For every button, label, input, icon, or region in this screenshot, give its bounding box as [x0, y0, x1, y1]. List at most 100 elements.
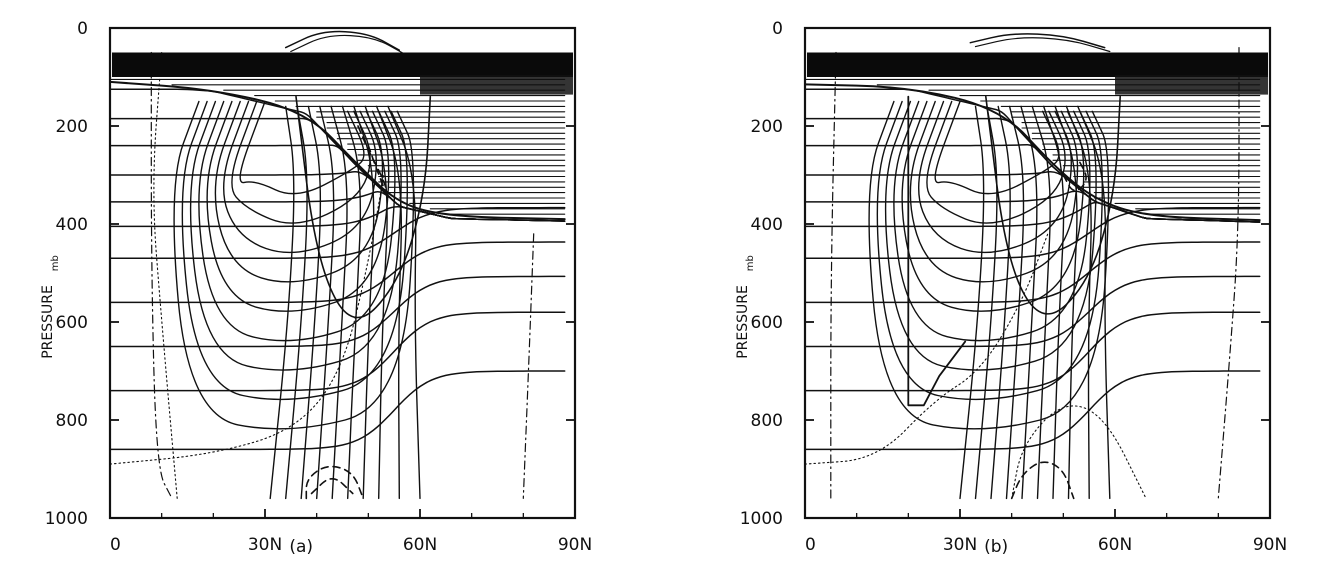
panel-a-plot-frame: [108, 26, 577, 520]
panel-b-dash-dot-contour: [1217, 47, 1240, 499]
panel-a-y-tick-label: 1000: [45, 509, 88, 529]
panel-a-streamline: [285, 105, 308, 500]
panel-b-trop-isoline: [804, 201, 1261, 228]
panel-b-cell-contour: [909, 100, 1079, 283]
panel-b-panel-label: (b): [984, 537, 1008, 557]
panel-a: 0 200 400 600 800 1000 0 30N 60N 90N PRESSURE mb (a): [40, 19, 592, 557]
panel-b-x-tick-label: 60N: [1098, 535, 1132, 555]
panel-a-stratosphere-band-tail: [420, 75, 573, 95]
panel-b-trop-isoline: [804, 117, 1261, 223]
panel-b-tropopause-line: [804, 83, 1261, 222]
panel-b-stratosphere-band-tail: [1115, 75, 1268, 95]
panel-b-top-bump-contour-inner: [974, 37, 1111, 53]
panel-b-y-tick-label: 200: [751, 117, 783, 137]
panel-b-trop-isoline: [804, 206, 1261, 260]
panel-a-x-tick-label: 0: [110, 535, 121, 555]
panel-a-top-bump-contour-inner: [290, 34, 406, 55]
panel-b-streamline: [1020, 105, 1038, 500]
panel-b-streamline: [1077, 105, 1111, 500]
panel-a-y-axis-title: PRESSURE: [40, 285, 56, 359]
panel-a-cell-contour: [239, 100, 365, 195]
panel-a-y-tick-label: 600: [56, 313, 88, 333]
panel-b-cell-contour: [893, 100, 1091, 342]
panel-b-y-tick-label: 1000: [740, 509, 783, 529]
panel-b-dashed-contour: [1010, 461, 1075, 500]
panel-b-cell-contour: [918, 100, 1072, 254]
panel-b-dotted-contour: [804, 233, 1049, 465]
panel-a-cell-contour: [189, 100, 402, 371]
panel-a-cell-contour: [223, 100, 377, 254]
panel-a-top-bump-contour: [284, 30, 401, 51]
panel-a-trop-isoline: [109, 370, 566, 451]
panel-b-streamline: [1043, 105, 1065, 500]
panel-b-step-contour: [907, 95, 967, 407]
panel-b-cell-contour: [868, 100, 1110, 430]
panel-b-dash-dot-contour: [830, 51, 837, 499]
panel-a-dotted-contour: [153, 51, 178, 499]
panel-b-cell-contour: [934, 100, 1060, 195]
panel-b-dashed-contour: [1062, 159, 1087, 192]
panel-a-y-tick-label: 0: [77, 19, 88, 39]
panel-a-dash-dot-contour: [150, 51, 173, 499]
panel-a-streamline: [300, 105, 322, 500]
panel-b-streamline: [1005, 105, 1025, 500]
panel-a-y-tick-label: 400: [56, 215, 88, 235]
panel-b-y-unit-label: mb: [745, 255, 756, 271]
panel-a-dash-dot-contour: [522, 233, 535, 499]
panel-b-stratosphere-band: [807, 52, 1268, 77]
panel-b-plot-frame: [803, 26, 1272, 520]
panel-b-trop-isoline: [804, 370, 1261, 451]
panel-b-top-bump-contour: [969, 33, 1106, 49]
panel-b-streamline: [1031, 105, 1051, 500]
panel-b-trop-isoline: [804, 275, 1261, 348]
panel-a-trop-isoline: [109, 241, 566, 304]
panel-a-streamline: [387, 105, 421, 500]
panel-b-y-tick-label: 400: [751, 215, 783, 235]
panel-a-trop-isoline: [109, 117, 566, 222]
panel-a-streamline: [330, 105, 348, 500]
panel-a-y-unit-label: mb: [50, 255, 61, 271]
panel-a-panel-label: (a): [289, 537, 313, 557]
panel-b-trop-isoline: [804, 144, 1261, 223]
panel-a-stratosphere-band: [112, 52, 573, 77]
panel-a-streamline: [341, 105, 362, 500]
panel-b-x-tick-label: 0: [805, 535, 816, 555]
panel-a-contours: [109, 30, 566, 500]
panel-a-trop-isoline: [109, 275, 566, 348]
panel-b-outer-contour: [985, 95, 1121, 315]
panel-b-contours: [804, 33, 1261, 500]
panel-b-cell-contour: [884, 100, 1097, 371]
panel-a-dotted-contour: [109, 174, 385, 465]
panel-b-y-axis-title: PRESSURE: [735, 285, 751, 359]
panel-b-dotted-contour: [1011, 405, 1147, 499]
panel-a-x-tick-label: 90N: [558, 535, 592, 555]
panel-a-dashed-contour: [310, 478, 354, 495]
panel-a-cell-contour: [173, 100, 415, 430]
panel-a-trop-isoline: [109, 311, 566, 392]
panel-a-cell-contour: [181, 100, 408, 401]
panel-a-cell-contour: [198, 100, 396, 342]
panel-a-dashed-contour: [357, 125, 389, 195]
panel-b-y-tick-label: 800: [751, 411, 783, 431]
panel-a-dashed-contour: [305, 465, 364, 500]
panel-a-outer-contour: [295, 95, 432, 319]
panel-a-trop-isoline: [109, 206, 566, 260]
panel-a-streamline: [316, 105, 335, 500]
panel-b: 0 200 400 600 800 1000 0 30N 60N 90N PRESSURE mb (b): [735, 19, 1287, 557]
panel-a-streamline: [364, 105, 388, 500]
panel-b-y-tick-label: 0: [772, 19, 783, 39]
panel-b-cell-contour: [926, 100, 1066, 224]
panel-a-cell-contour: [206, 100, 390, 312]
panel-a-streamline: [375, 105, 403, 500]
panel-a-x-tick-label: 30N: [248, 535, 282, 555]
panel-a-x-tick-label: 60N: [403, 535, 437, 555]
panel-b-cell-contour: [876, 100, 1103, 401]
panel-a-y-tick-label: 800: [56, 411, 88, 431]
panel-b-x-tick-label: 90N: [1253, 535, 1287, 555]
panel-b-x-tick-label: 30N: [943, 535, 977, 555]
panel-a-tropopause-line: [109, 80, 566, 221]
panel-b-trop-isoline: [804, 311, 1261, 392]
panel-a-y-tick-label: 200: [56, 117, 88, 137]
panel-a-trop-isoline: [109, 206, 566, 228]
